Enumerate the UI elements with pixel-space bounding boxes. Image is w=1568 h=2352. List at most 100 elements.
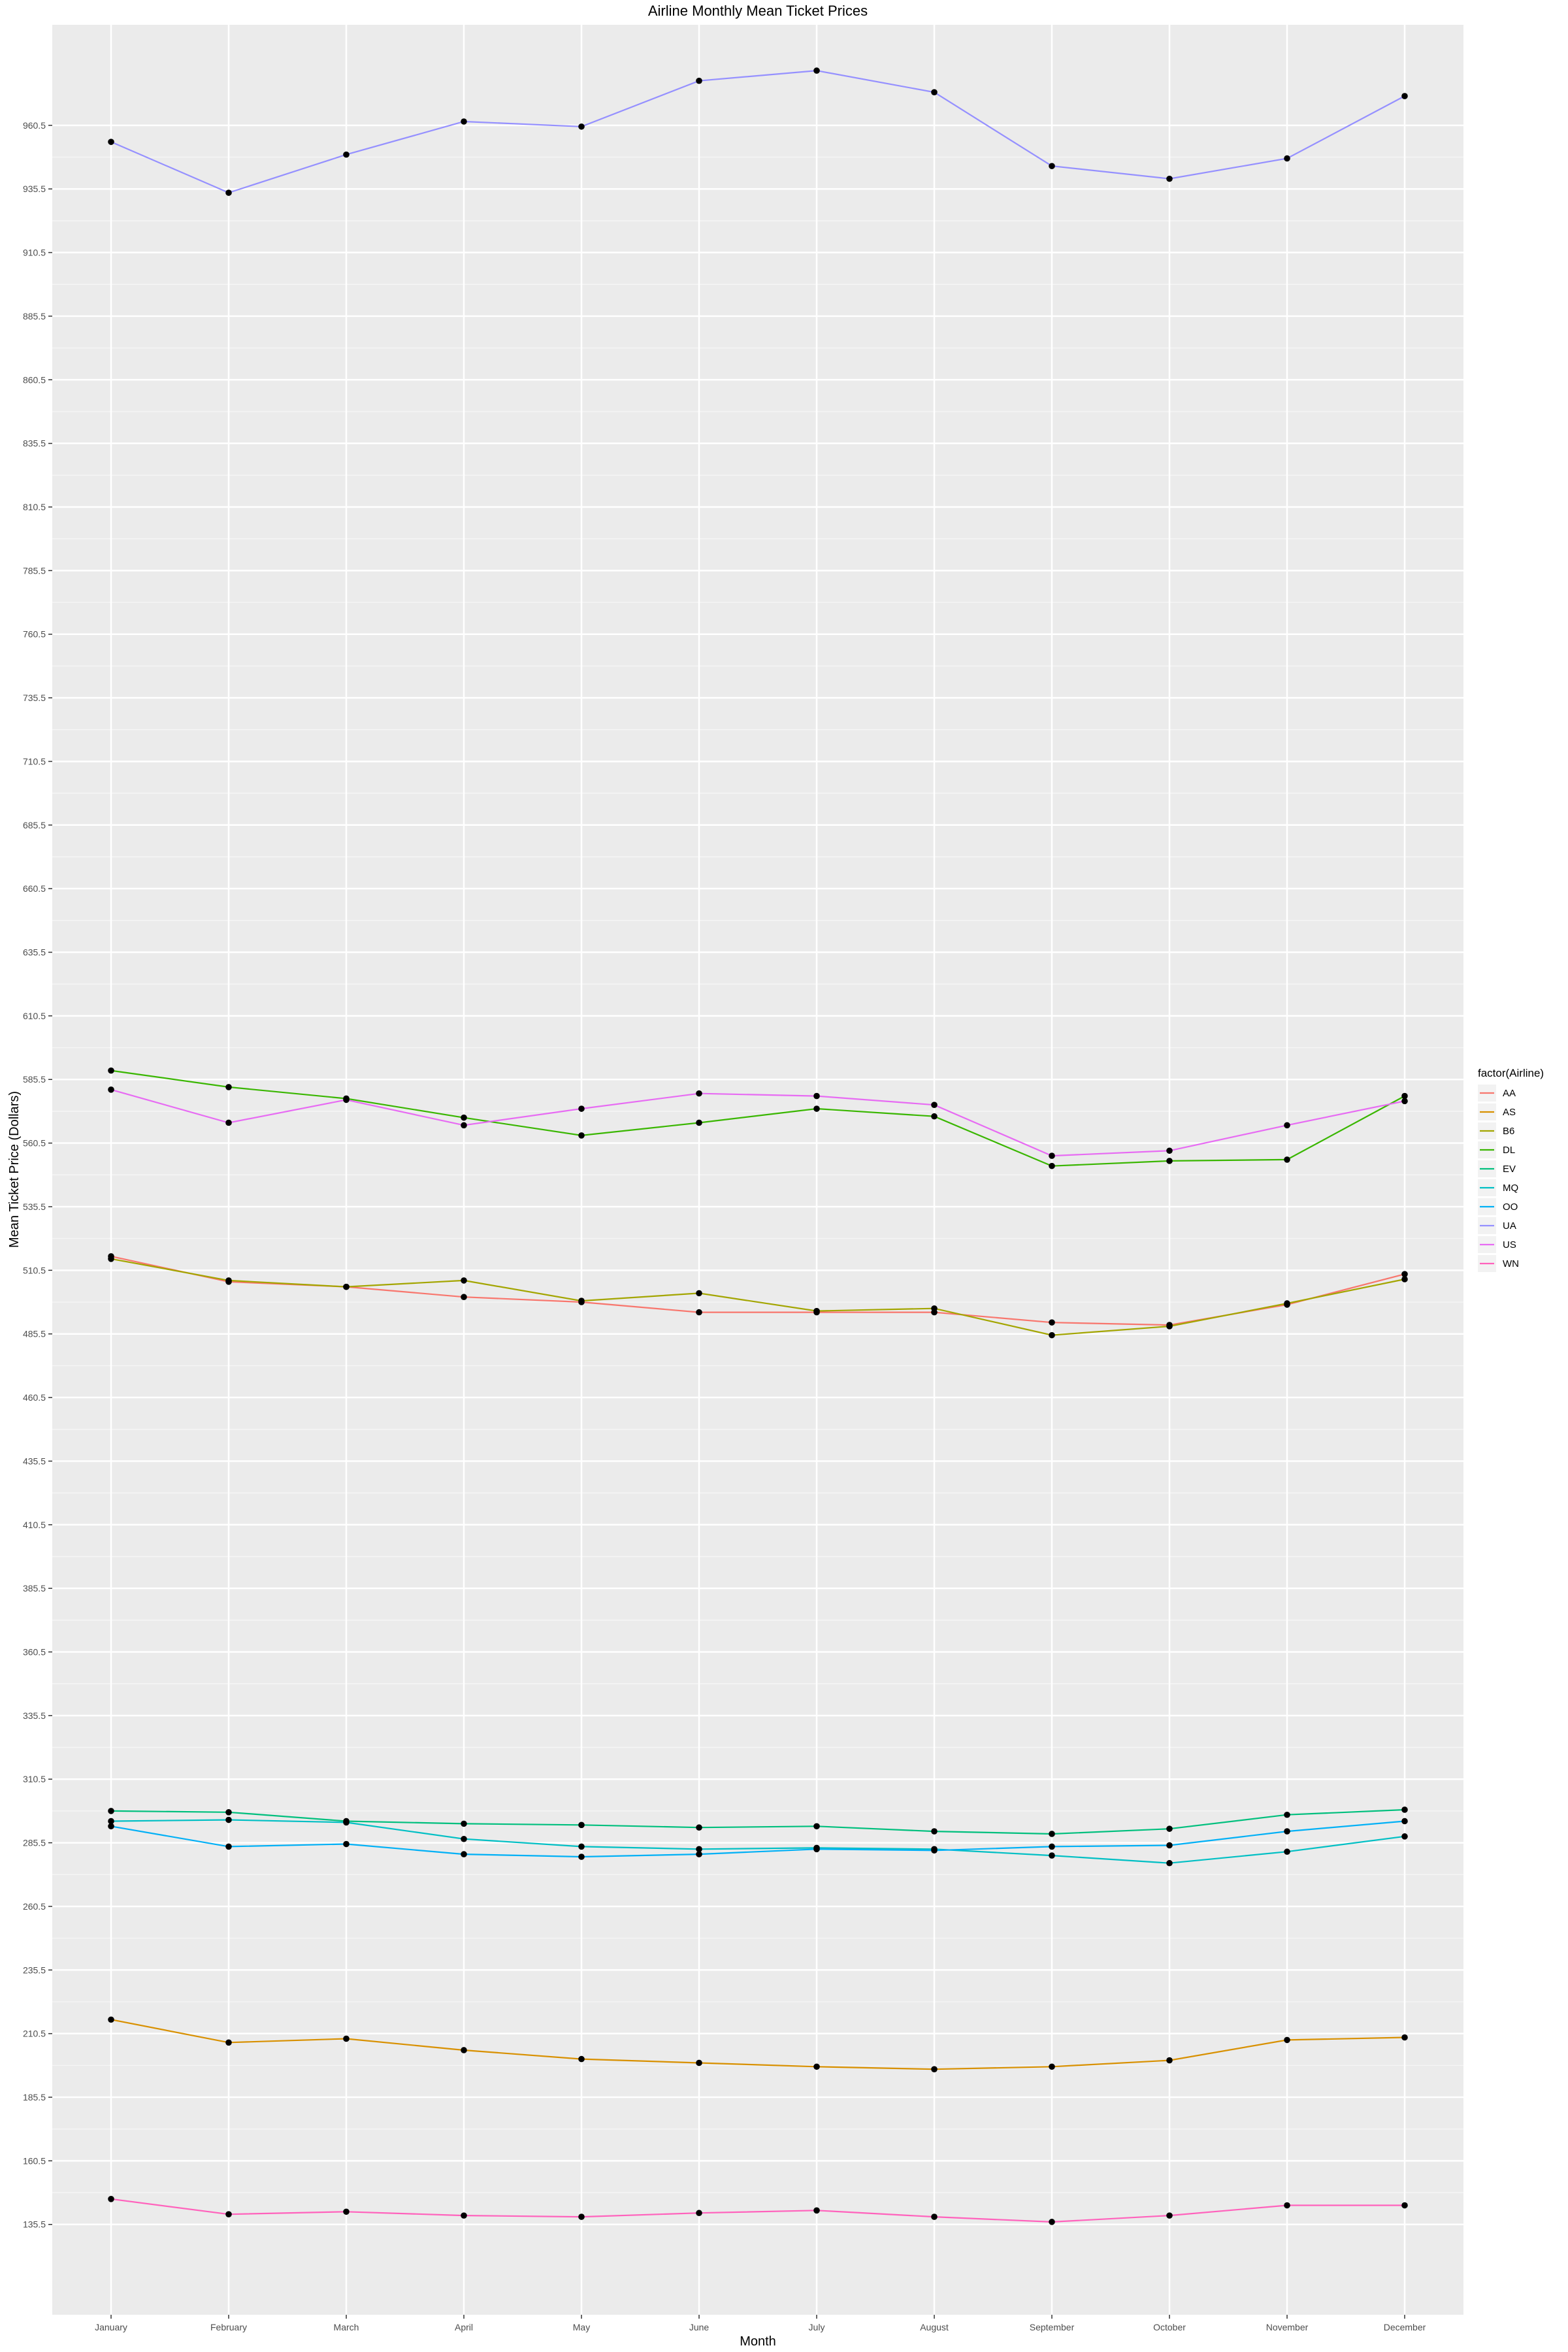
y-tick-label: 960.5 bbox=[23, 120, 46, 131]
y-tick-label: 835.5 bbox=[23, 438, 46, 449]
data-point-oo bbox=[1284, 1828, 1290, 1835]
data-point-us bbox=[108, 1086, 114, 1093]
legend-label-wn: WN bbox=[1503, 1258, 1519, 1269]
data-point-dl bbox=[1284, 1156, 1290, 1163]
data-point-as bbox=[108, 2016, 114, 2023]
data-point-mq bbox=[696, 1846, 702, 1853]
data-point-oo bbox=[1166, 1842, 1173, 1849]
data-point-mq bbox=[225, 1816, 232, 1823]
x-tick-label: December bbox=[1384, 2322, 1426, 2332]
y-tick-label: 685.5 bbox=[23, 820, 46, 830]
data-point-wn bbox=[461, 2212, 467, 2219]
y-tick-label: 310.5 bbox=[23, 1774, 46, 1784]
legend-label-ev: EV bbox=[1503, 1164, 1516, 1175]
data-point-us bbox=[931, 1102, 938, 1108]
y-tick-label: 160.5 bbox=[23, 2155, 46, 2166]
data-point-b6 bbox=[225, 1277, 232, 1284]
legend-label-ua: UA bbox=[1503, 1220, 1516, 1232]
x-tick-label: May bbox=[573, 2322, 590, 2332]
data-point-ev bbox=[696, 1824, 702, 1831]
legend: factor(Airline) AA AS B6 DL EV MQ OO UA US WN bbox=[1478, 1067, 1544, 1272]
data-point-us bbox=[578, 1105, 585, 1112]
y-tick-label: 485.5 bbox=[23, 1329, 46, 1339]
x-tick-label: November bbox=[1266, 2322, 1309, 2332]
y-tick-label: 660.5 bbox=[23, 883, 46, 894]
y-tick-label: 935.5 bbox=[23, 184, 46, 194]
x-tick-label: January bbox=[95, 2322, 127, 2332]
data-point-b6 bbox=[813, 1307, 820, 1315]
x-tick-label: July bbox=[809, 2322, 825, 2332]
y-tick-label: 535.5 bbox=[23, 1201, 46, 1212]
data-point-ev bbox=[931, 1828, 938, 1835]
data-point-us bbox=[1049, 1152, 1055, 1159]
data-point-ev bbox=[108, 1808, 114, 1814]
data-point-wn bbox=[931, 2213, 938, 2220]
series-line-dl bbox=[110, 1070, 1405, 1167]
series-line-ev bbox=[110, 1808, 1405, 1835]
data-point-oo bbox=[696, 1851, 702, 1857]
major-gridlines bbox=[52, 25, 1463, 2315]
legend-title: factor(Airline) bbox=[1478, 1067, 1544, 1079]
data-point-as bbox=[1166, 2057, 1173, 2064]
data-point-dl bbox=[225, 1084, 232, 1090]
series-line-as bbox=[110, 2019, 1405, 2070]
data-point-oo bbox=[343, 1840, 350, 1848]
data-point-mq bbox=[578, 1843, 585, 1850]
data-point-ua bbox=[1166, 175, 1173, 182]
y-tick-label: 910.5 bbox=[23, 248, 46, 258]
data-point-us bbox=[1284, 1122, 1290, 1129]
data-point-aa bbox=[1049, 1319, 1055, 1326]
y-tick-label: 860.5 bbox=[23, 374, 46, 385]
data-point-dl bbox=[813, 1105, 820, 1112]
data-point-wn bbox=[343, 2208, 350, 2215]
x-tick-label: September bbox=[1030, 2322, 1075, 2332]
data-point-wn bbox=[225, 2211, 232, 2217]
data-point-mq bbox=[108, 1818, 114, 1825]
y-axis-ticks: 135.5 160.5 185.5 210.5 235.5 260.5 285.5 310.5… bbox=[23, 120, 52, 2230]
legend-label-b6: B6 bbox=[1503, 1126, 1514, 1137]
data-point-us bbox=[225, 1119, 232, 1126]
data-point-wn bbox=[1284, 2202, 1290, 2209]
data-point-wn bbox=[813, 2207, 820, 2214]
data-point-wn bbox=[696, 2210, 702, 2217]
y-tick-label: 635.5 bbox=[23, 947, 46, 958]
data-point-oo bbox=[578, 1854, 585, 1860]
data-point-wn bbox=[1166, 2212, 1173, 2219]
data-point-wn bbox=[108, 2196, 114, 2202]
x-tick-label: October bbox=[1153, 2322, 1186, 2332]
data-point-as bbox=[696, 2059, 702, 2066]
y-tick-label: 785.5 bbox=[23, 565, 46, 576]
data-point-b6 bbox=[1166, 1323, 1173, 1330]
series-line-ua bbox=[110, 69, 1405, 194]
x-tick-label: August bbox=[920, 2322, 949, 2332]
y-tick-label: 435.5 bbox=[23, 1456, 46, 1466]
y-tick-label: 460.5 bbox=[23, 1392, 46, 1403]
data-point-us bbox=[343, 1096, 350, 1103]
data-point-ua bbox=[578, 123, 585, 130]
y-tick-label: 385.5 bbox=[23, 1583, 46, 1593]
data-point-dl bbox=[1401, 1092, 1408, 1100]
series-line-oo bbox=[110, 1820, 1405, 1858]
data-point-ua bbox=[1284, 155, 1290, 162]
y-tick-label: 410.5 bbox=[23, 1520, 46, 1530]
data-point-b6 bbox=[578, 1298, 585, 1304]
series-line-us bbox=[110, 1088, 1405, 1157]
data-point-as bbox=[931, 2066, 938, 2072]
data-point-dl bbox=[1049, 1162, 1055, 1169]
legend-label-aa: AA bbox=[1503, 1088, 1516, 1099]
data-point-as bbox=[578, 2055, 585, 2063]
legend-label-dl: DL bbox=[1503, 1145, 1515, 1156]
data-point-ua bbox=[461, 118, 467, 125]
data-point-aa bbox=[461, 1294, 467, 1301]
legend-items: AA AS B6 DL EV MQ OO UA US WN bbox=[1478, 1085, 1519, 1272]
series-line-b6 bbox=[110, 1258, 1405, 1336]
y-tick-label: 335.5 bbox=[23, 1710, 46, 1721]
minor-gridlines bbox=[52, 156, 1463, 2193]
series-line-mq bbox=[110, 1819, 1405, 1864]
data-point-oo bbox=[108, 1823, 114, 1830]
y-tick-label: 610.5 bbox=[23, 1011, 46, 1021]
y-tick-label: 285.5 bbox=[23, 1838, 46, 1848]
y-tick-label: 735.5 bbox=[23, 693, 46, 703]
data-point-as bbox=[461, 2047, 467, 2053]
